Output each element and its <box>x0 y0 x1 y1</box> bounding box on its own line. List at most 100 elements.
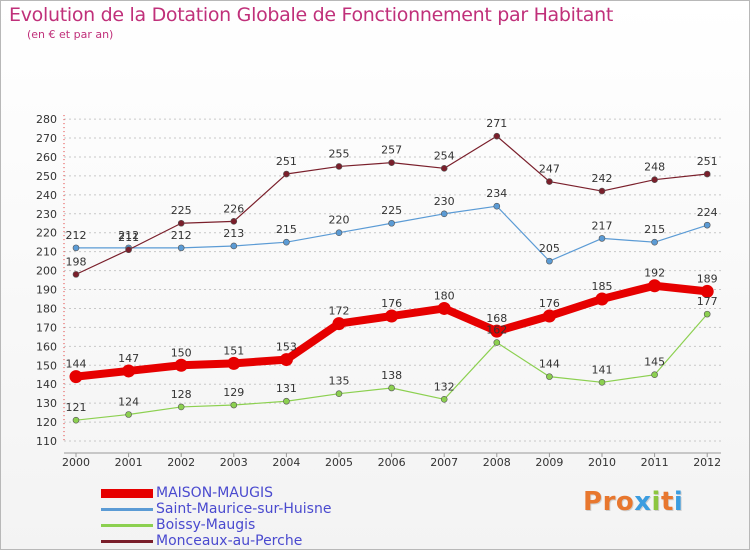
data-label: 234 <box>486 187 507 200</box>
data-point <box>651 371 658 379</box>
data-point <box>230 401 238 409</box>
data-label: 230 <box>434 195 455 208</box>
data-label: 212 <box>118 229 139 242</box>
data-label: 132 <box>434 380 455 393</box>
x-tick-label: 2003 <box>220 456 248 469</box>
data-label: 225 <box>381 204 402 217</box>
data-point <box>546 178 553 185</box>
legend-swatch <box>101 508 153 511</box>
data-label: 220 <box>329 214 350 227</box>
data-point <box>493 132 501 140</box>
y-tick-label: 170 <box>36 321 57 334</box>
data-point <box>72 244 80 252</box>
data-point <box>542 309 556 323</box>
data-point <box>283 397 290 405</box>
y-tick-label: 200 <box>36 265 57 278</box>
data-label: 242 <box>592 172 613 185</box>
data-point <box>388 384 395 392</box>
data-point <box>72 416 80 424</box>
data-label: 215 <box>644 223 665 236</box>
data-point <box>440 165 448 172</box>
data-point <box>598 187 606 195</box>
data-point <box>648 279 662 293</box>
data-point <box>651 176 658 183</box>
data-point <box>493 202 501 210</box>
data-label: 192 <box>644 267 665 280</box>
chart-title: Evolution de la Dotation Globale de Fonc… <box>9 4 614 26</box>
data-point <box>335 163 343 170</box>
x-tick-label: 2009 <box>535 456 563 469</box>
data-point <box>122 364 136 378</box>
chart-subtitle: (en € et par an) <box>27 28 114 41</box>
data-point <box>546 373 553 380</box>
data-point <box>72 271 80 278</box>
legend-label: MAISON-MAUGIS <box>156 485 273 501</box>
y-tick-label: 150 <box>36 359 57 372</box>
data-point <box>651 238 658 246</box>
data-point <box>703 310 711 318</box>
data-label: 225 <box>171 204 192 217</box>
data-point <box>125 411 132 418</box>
data-label: 198 <box>66 255 87 268</box>
legend-swatch <box>101 489 153 498</box>
y-tick-label: 190 <box>36 284 57 297</box>
legend-swatch <box>101 524 153 527</box>
data-point <box>490 324 504 338</box>
data-label: 176 <box>539 297 560 310</box>
data-label: 153 <box>276 341 297 354</box>
data-point <box>227 356 241 370</box>
y-tick-label: 280 <box>36 113 57 126</box>
x-tick-label: 2005 <box>325 456 353 469</box>
data-label: 150 <box>171 346 192 359</box>
data-label: 248 <box>644 161 665 174</box>
data-label: 255 <box>329 147 350 160</box>
data-point <box>703 221 711 229</box>
x-tick-label: 2008 <box>483 456 511 469</box>
data-label: 247 <box>539 163 560 176</box>
data-point <box>598 235 606 242</box>
y-tick-label: 210 <box>36 246 57 259</box>
data-point <box>700 284 714 298</box>
data-label: 151 <box>223 344 244 357</box>
data-label: 251 <box>697 155 718 168</box>
y-tick-label: 230 <box>36 208 57 221</box>
data-label: 177 <box>697 295 718 308</box>
y-tick-label: 260 <box>36 151 57 164</box>
data-label: 254 <box>434 149 455 162</box>
data-point <box>598 379 606 386</box>
data-point <box>125 246 132 254</box>
y-tick-label: 110 <box>36 435 57 448</box>
x-tick-label: 2000 <box>62 456 90 469</box>
x-tick-label: 2001 <box>115 456 143 469</box>
data-point <box>493 339 501 346</box>
y-tick-label: 270 <box>36 132 57 145</box>
data-point <box>230 218 238 225</box>
x-tick-label: 2004 <box>272 456 300 469</box>
data-point <box>595 292 609 306</box>
data-label: 251 <box>276 155 297 168</box>
data-label: 217 <box>592 219 613 232</box>
data-label: 271 <box>486 117 507 130</box>
y-tick-label: 130 <box>36 397 57 410</box>
data-point <box>437 301 451 315</box>
x-tick-label: 2011 <box>641 456 669 469</box>
data-point <box>283 170 290 178</box>
x-tick-label: 2007 <box>430 456 458 469</box>
y-tick-label: 180 <box>36 302 57 315</box>
y-tick-label: 120 <box>36 416 57 429</box>
data-point <box>283 238 290 246</box>
y-tick-label: 250 <box>36 170 57 183</box>
legend-swatch <box>101 540 153 543</box>
data-label: 257 <box>381 144 402 157</box>
data-point <box>703 170 711 178</box>
data-label: 185 <box>592 280 613 293</box>
data-label: 213 <box>223 227 244 240</box>
data-label: 144 <box>66 358 87 371</box>
data-label: 135 <box>329 375 350 388</box>
data-label: 147 <box>118 352 139 365</box>
y-tick-label: 160 <box>36 340 57 353</box>
data-label: 212 <box>66 229 87 242</box>
data-point <box>279 353 293 367</box>
